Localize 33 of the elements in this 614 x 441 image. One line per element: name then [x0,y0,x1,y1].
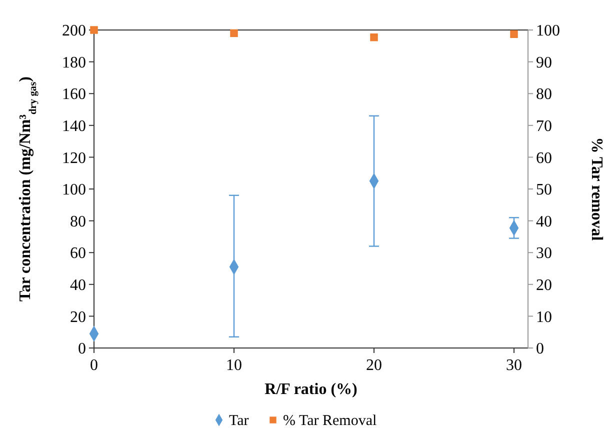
point [510,30,518,38]
y-tick-label: 40 [70,277,86,294]
y2-tick-label: 50 [536,182,552,199]
y-tick-label: 20 [70,308,86,326]
y2-tick-label: 10 [536,308,552,326]
y-tick-label: 0 [78,340,86,358]
y-tick-label: 60 [70,245,86,262]
y2-axis-title: % Tar removal [588,137,605,242]
y2-tick-label: 70 [536,118,552,135]
y-tick-label: 100 [62,182,86,199]
y2-tick-label: 60 [536,150,552,167]
y-tick-label: 160 [62,86,86,104]
y2-tick-label: 100 [536,22,560,40]
y-tick-label: 200 [62,22,86,40]
y-tick-label: 120 [62,150,86,167]
y-tick-label: 180 [62,54,86,72]
x-tick-label: 20 [366,357,382,374]
legend-label: Tar [229,413,249,429]
y-tick-label: 80 [70,213,86,230]
x-tick-label: 30 [506,357,522,374]
y-tick-label: 140 [62,118,86,135]
y2-tick-label: 20 [536,277,552,294]
point [370,33,378,42]
y2-tick-label: 30 [536,245,552,262]
x-axis-title: R/F ratio (%) [264,381,358,398]
legend-label: % Tar Removal [283,413,377,429]
y2-tick-label: 90 [536,54,552,72]
x-tick-label: 0 [90,357,98,374]
y2-tick-label: 80 [536,86,552,104]
point [230,29,238,38]
y2-tick-label: 0 [536,340,544,358]
y2-tick-label: 40 [536,213,552,230]
x-tick-label: 10 [226,357,242,374]
